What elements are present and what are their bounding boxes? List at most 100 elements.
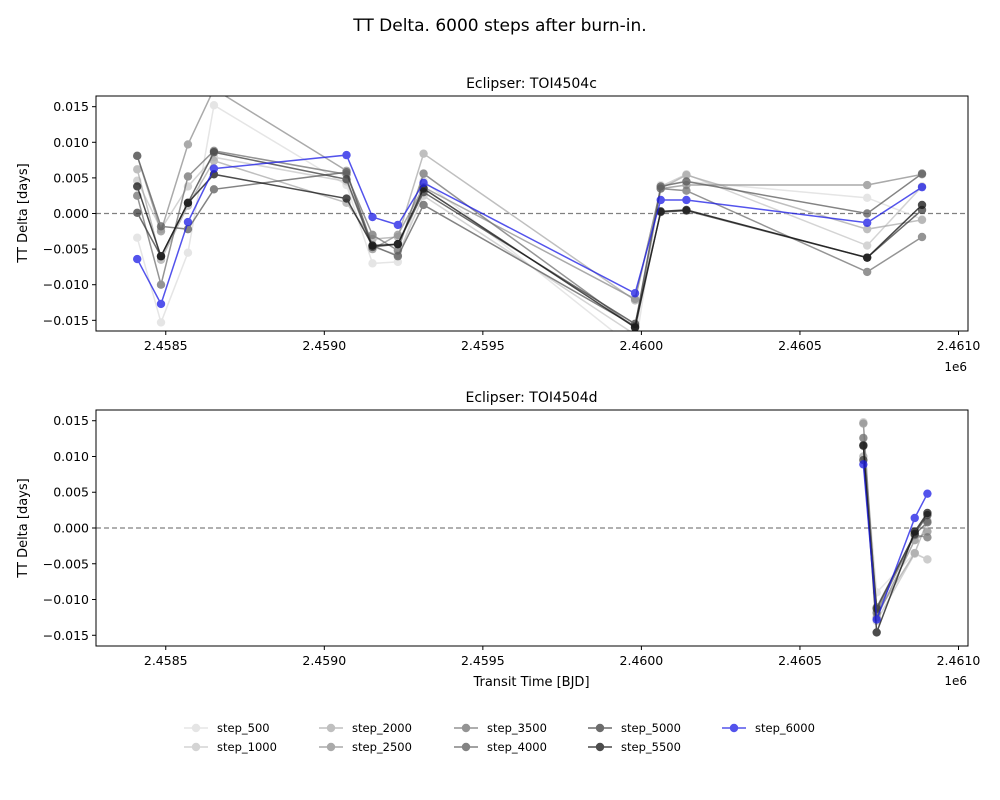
- x-offset-label: 1e6: [944, 360, 967, 374]
- data-point: [183, 217, 193, 227]
- data-point: [209, 101, 219, 110]
- data-point: [393, 220, 403, 230]
- series-step_2000: [133, 149, 927, 305]
- legend-swatch: [319, 723, 343, 733]
- data-point: [859, 433, 868, 443]
- y-tick-label: −0.005: [43, 556, 89, 571]
- panel-toi4504d: Eclipser: TOI4504d TT Delta [days] Trans…: [16, 390, 980, 690]
- y-tick-label: 0.005: [53, 170, 89, 185]
- data-point: [682, 205, 691, 215]
- x-tick-label: 2.4605: [778, 653, 822, 668]
- series-line: [862, 464, 929, 620]
- data-point: [133, 151, 142, 161]
- legend-swatch: [588, 742, 612, 752]
- data-point: [156, 252, 166, 261]
- legend-item-step_3500: step_3500: [454, 721, 547, 735]
- data-point: [862, 180, 872, 190]
- data-point: [917, 215, 927, 225]
- data-point: [656, 182, 665, 191]
- y-tick-label: 0.000: [53, 521, 89, 536]
- legend-item-step_4000: step_4000: [454, 740, 547, 754]
- data-point: [917, 182, 927, 192]
- data-point: [862, 224, 872, 234]
- data-point: [183, 248, 193, 257]
- x-tick-label: 2.4585: [144, 338, 188, 353]
- data-point: [133, 165, 142, 174]
- data-point: [156, 318, 166, 327]
- legend-item-step_6000: step_6000: [722, 721, 815, 735]
- y-tick-label: 0.010: [53, 135, 89, 150]
- data-point: [342, 194, 351, 203]
- data-point: [862, 267, 872, 277]
- data-point: [682, 195, 691, 205]
- legend-swatch: [588, 723, 612, 733]
- legend-swatch: [184, 742, 208, 752]
- data-point: [859, 419, 868, 428]
- plot-area: [859, 417, 932, 637]
- data-point: [368, 241, 377, 250]
- x-tick-label: 2.4590: [302, 653, 346, 668]
- legend-label: step_4000: [487, 740, 547, 754]
- data-point: [419, 178, 428, 188]
- legend-item-step_1000: step_1000: [184, 740, 277, 754]
- legend-label: step_2000: [352, 721, 412, 735]
- series-line: [136, 152, 923, 302]
- data-point: [910, 527, 919, 536]
- y-tick-label: 0.005: [53, 485, 89, 500]
- data-point: [419, 200, 428, 210]
- plot-area: [133, 85, 927, 331]
- data-point: [183, 172, 193, 181]
- data-point: [156, 222, 166, 231]
- data-point: [368, 212, 377, 222]
- data-point: [682, 177, 691, 186]
- series-step_2500: [133, 85, 927, 304]
- x-tick-label: 2.4600: [620, 338, 664, 353]
- data-point: [862, 209, 872, 218]
- legend-label: step_5500: [621, 740, 681, 754]
- legend-label: step_1000: [217, 740, 277, 754]
- series-step_3500: [133, 146, 927, 331]
- data-point: [393, 239, 403, 249]
- y-axis-label: TT Delta [days]: [16, 478, 31, 578]
- data-point: [209, 156, 219, 166]
- legend-swatch: [454, 742, 478, 752]
- y-tick-label: −0.015: [43, 628, 89, 643]
- data-point: [910, 548, 919, 558]
- legend-swatch: [319, 742, 343, 752]
- x-axis-label: Transit Time [BJD]: [472, 675, 589, 690]
- data-point: [630, 289, 640, 298]
- data-point: [210, 85, 218, 93]
- data-point: [368, 259, 377, 268]
- legend-item-step_2500: step_2500: [319, 740, 412, 754]
- series-step_6000: [133, 150, 927, 309]
- y-tick-label: 0.000: [53, 206, 89, 221]
- y-axis-label: TT Delta [days]: [16, 163, 31, 263]
- data-point: [656, 195, 665, 205]
- series-line: [136, 154, 923, 306]
- data-point: [923, 518, 932, 527]
- data-point: [862, 253, 872, 262]
- data-point: [862, 193, 872, 203]
- legend-label: step_500: [217, 721, 270, 735]
- data-point: [209, 185, 219, 194]
- data-point: [342, 175, 351, 184]
- y-tick-label: 0.015: [53, 99, 89, 114]
- legend-item-step_500: step_500: [184, 721, 270, 735]
- data-point: [859, 441, 868, 450]
- data-point: [419, 149, 428, 158]
- data-point: [872, 615, 881, 624]
- legend-item-step_2000: step_2000: [319, 721, 412, 735]
- legend-swatch: [454, 723, 478, 733]
- series-line: [136, 96, 923, 301]
- legend-swatch: [184, 723, 208, 733]
- panel-toi4504c: Eclipser: TOI4504c TT Delta [days] 1e6 2…: [16, 76, 980, 374]
- legend: step_500 step_1000 step_2000 step_2500 step_…: [184, 721, 815, 754]
- data-point: [133, 254, 142, 264]
- data-point: [910, 513, 919, 523]
- data-point: [682, 186, 691, 195]
- figure-suptitle: TT Delta. 6000 steps after burn-in.: [352, 16, 646, 36]
- data-point: [393, 252, 403, 261]
- x-tick-label: 2.4610: [937, 338, 981, 353]
- x-tick-label: 2.4595: [461, 653, 505, 668]
